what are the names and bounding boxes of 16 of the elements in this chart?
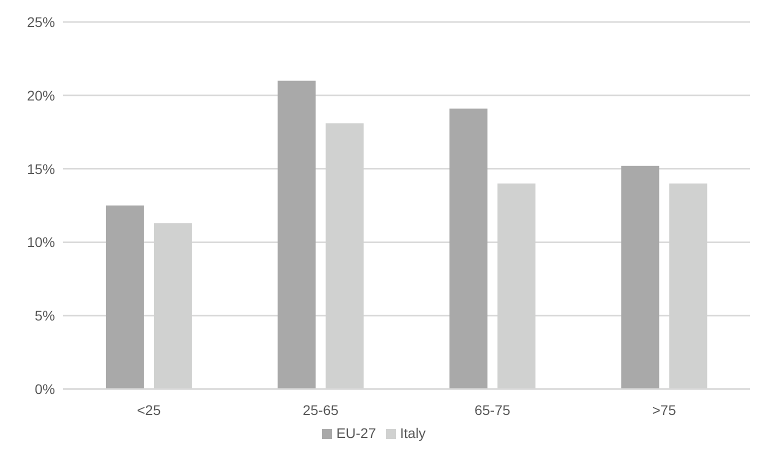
x-tick-label: 65-75: [474, 402, 510, 418]
y-tick-label: 0%: [34, 380, 55, 397]
x-tick-label: >75: [652, 402, 676, 418]
x-tick-label: 25-65: [302, 402, 339, 418]
bar: [278, 80, 316, 389]
legend-label: Italy: [400, 425, 426, 441]
bar: [621, 166, 660, 389]
y-tick-label: 25%: [26, 14, 55, 30]
y-tick-label: 20%: [26, 87, 55, 104]
y-tick-label: 10%: [26, 234, 55, 250]
x-tick-label: <25: [137, 402, 161, 418]
bar: [449, 108, 488, 389]
bar: [106, 206, 144, 389]
y-tick-label: 5%: [34, 308, 55, 324]
legend-label: EU-27: [336, 425, 376, 441]
y-tick-label: 15%: [26, 160, 55, 177]
